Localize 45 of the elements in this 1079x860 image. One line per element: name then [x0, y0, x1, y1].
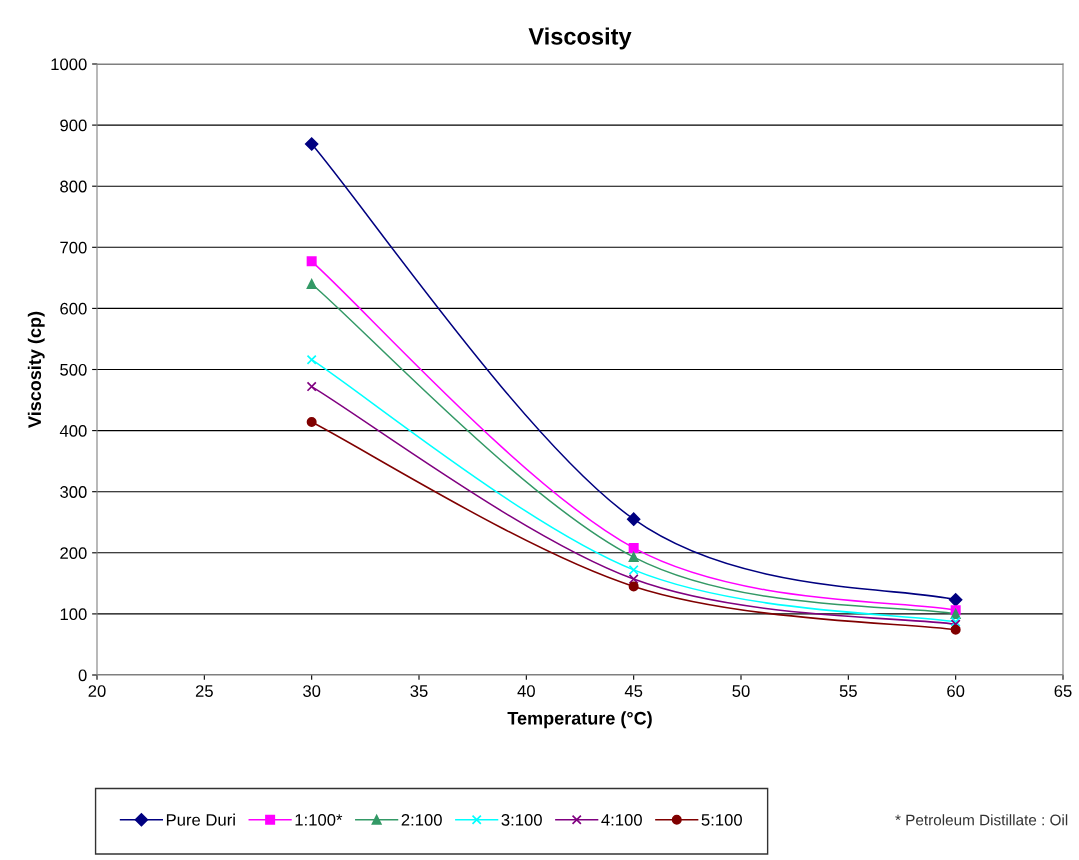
legend-label: 2:100	[401, 813, 442, 826]
x-axis-title: Temperature (°C)	[507, 711, 652, 729]
point	[306, 354, 317, 365]
x-tick-label: 55	[839, 685, 857, 697]
x-tick-label: 40	[517, 685, 535, 697]
y-tick-label: 400	[59, 425, 87, 437]
y-tick-label: 1000	[51, 58, 87, 71]
y-tick-label: 300	[60, 486, 87, 498]
y-axis-title: Viscosity (cp)	[27, 311, 45, 428]
y-tick-label: 500	[60, 363, 87, 376]
y-tick-label: 900	[60, 119, 87, 132]
legend-label: 4:100	[601, 813, 642, 826]
y-tick-label: 800	[60, 180, 87, 193]
text: * Petroleum Distillate : Oil	[895, 814, 1068, 826]
point	[628, 581, 639, 592]
legend-label: 1:100*	[295, 813, 343, 826]
y-tick-label: 100	[60, 608, 87, 621]
y-tick-label: 700	[60, 241, 87, 254]
x-tick-label: 50	[732, 685, 750, 697]
legend-label: 3:100	[501, 813, 542, 826]
x-tick-label: 60	[947, 685, 965, 697]
point	[948, 593, 963, 607]
x-tick-label: 35	[410, 685, 428, 697]
chart-title: Viscosity	[528, 27, 632, 50]
y-tick-label: 600	[60, 302, 87, 315]
point	[950, 624, 961, 635]
point	[628, 574, 639, 585]
x-tick-label: 30	[303, 685, 321, 697]
y-tick-label: 200	[60, 547, 87, 559]
point	[306, 417, 317, 428]
point	[304, 137, 319, 151]
x-tick-label: 65	[1054, 685, 1072, 697]
point	[626, 512, 641, 526]
y-tick-label: 0	[78, 669, 87, 682]
point	[306, 381, 317, 392]
legend-label: Pure Duri	[166, 813, 235, 826]
legend-label: 5:100	[701, 813, 742, 826]
x-tick-label: 45	[624, 685, 643, 697]
point	[628, 542, 639, 553]
point	[306, 278, 317, 289]
x-tick-label: 20	[88, 685, 106, 697]
point	[306, 256, 317, 267]
point	[628, 564, 639, 575]
x-tick-label: 25	[195, 685, 213, 697]
point	[628, 552, 639, 563]
